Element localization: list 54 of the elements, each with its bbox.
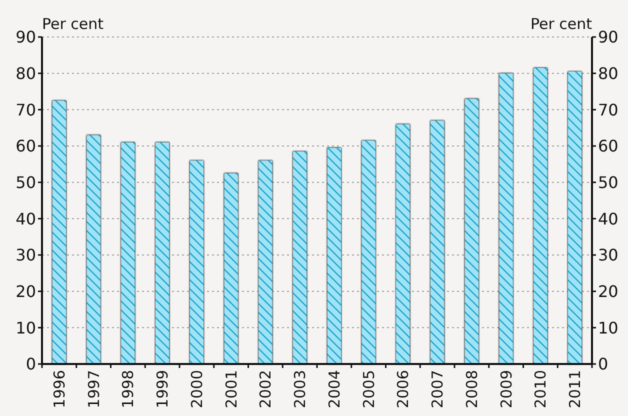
y2-axis-title: Per cent xyxy=(530,15,592,33)
bar xyxy=(534,68,548,364)
x-tick-label: 2004 xyxy=(325,370,344,408)
x-tick-label: 2010 xyxy=(532,370,550,408)
x-tick-label: 2008 xyxy=(462,370,481,408)
y2-tick-label: 10 xyxy=(598,318,618,338)
x-tick-label: 2006 xyxy=(394,370,412,408)
y-tick-label: 80 xyxy=(16,64,36,83)
x-tick-label: 2003 xyxy=(291,370,310,408)
x-tick-label: 1999 xyxy=(154,370,172,408)
y-axis-title: Per cent xyxy=(42,15,104,33)
bar xyxy=(224,173,238,364)
y-tick-label: 20 xyxy=(16,282,36,301)
x-tick-label: 2001 xyxy=(222,370,240,408)
bar xyxy=(362,140,376,364)
bar xyxy=(155,142,170,364)
y-tick-label: 60 xyxy=(16,136,36,156)
x-tick-label: 2007 xyxy=(428,370,447,408)
bar xyxy=(499,73,513,364)
y2-tick-label: 60 xyxy=(598,136,618,156)
y2-tick-label: 80 xyxy=(598,64,618,83)
y-tick-label: 90 xyxy=(16,28,36,47)
bar xyxy=(258,160,272,364)
x-tick-label: 1998 xyxy=(119,370,138,408)
x-tick-label: 2009 xyxy=(497,370,516,408)
bar xyxy=(292,151,307,364)
y2-tick-label: 40 xyxy=(598,209,618,228)
bar xyxy=(396,124,410,364)
bar xyxy=(52,100,66,364)
bar xyxy=(327,148,342,364)
y-tick-label: 70 xyxy=(16,100,36,120)
x-tick-label: 2002 xyxy=(256,370,275,408)
y2-tick-label: 30 xyxy=(598,246,618,265)
bar xyxy=(86,135,100,364)
y-tick-label: 30 xyxy=(16,246,36,265)
y-tick-label: 10 xyxy=(16,318,36,338)
y-tick-label: 0 xyxy=(26,354,36,374)
x-tick-label: 1997 xyxy=(84,370,103,408)
bar xyxy=(121,142,135,364)
x-tick-label: 2000 xyxy=(188,370,206,408)
x-tick-label: 1996 xyxy=(50,370,68,408)
bar xyxy=(464,98,479,364)
bar xyxy=(190,160,204,364)
y2-tick-label: 70 xyxy=(598,100,618,120)
y2-tick-label: 20 xyxy=(598,282,618,301)
bar xyxy=(430,120,444,364)
bar xyxy=(568,72,582,364)
y2-tick-label: 90 xyxy=(598,28,618,47)
y2-tick-label: 50 xyxy=(598,172,618,192)
y-tick-label: 40 xyxy=(16,209,36,228)
y2-tick-label: 0 xyxy=(598,354,608,374)
x-tick-label: 2005 xyxy=(360,370,378,408)
x-tick-label: 2011 xyxy=(566,370,584,408)
y-tick-label: 50 xyxy=(16,172,36,192)
